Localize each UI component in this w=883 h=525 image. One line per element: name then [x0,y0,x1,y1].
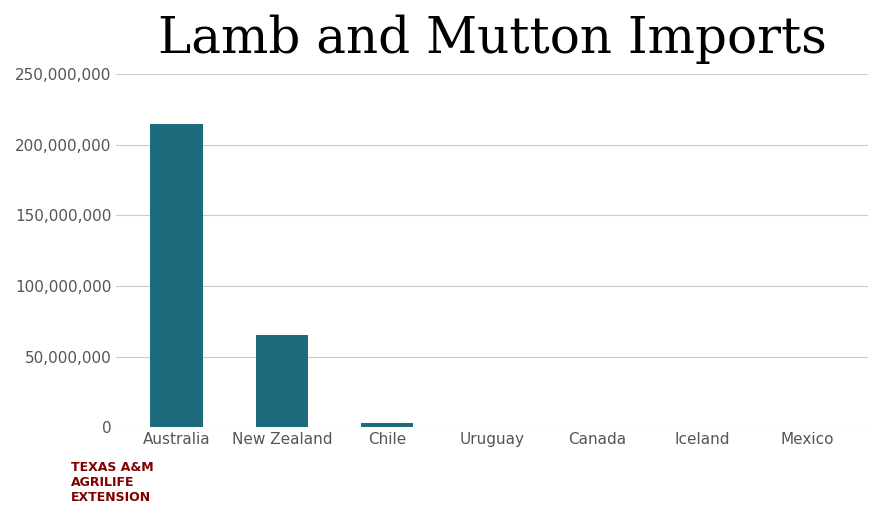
Bar [360,423,413,427]
Text: TEXAS A&M
AGRILIFE
EXTENSION: TEXAS A&M AGRILIFE EXTENSION [71,461,154,504]
Bar [150,124,203,427]
Bar [255,335,308,427]
Title: Lamb and Mutton Imports: Lamb and Mutton Imports [158,15,826,65]
